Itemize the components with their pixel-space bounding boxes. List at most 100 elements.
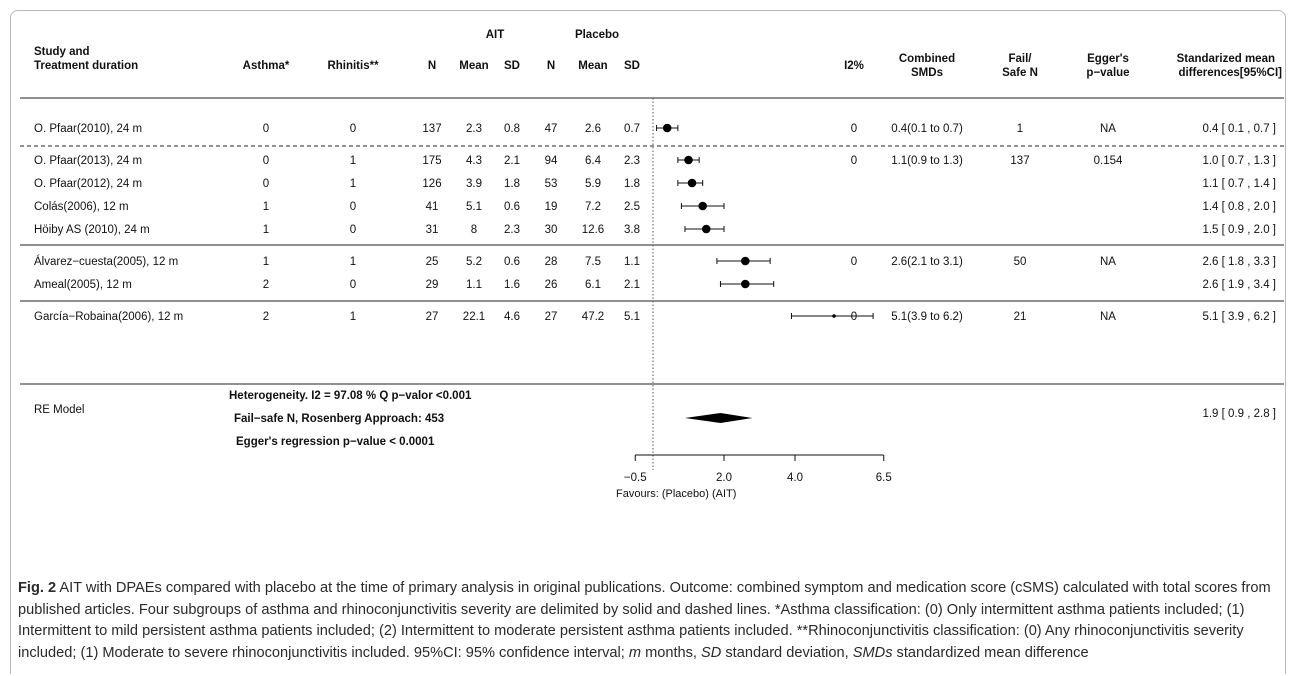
cell-i2: 0 (851, 256, 857, 268)
cell-placebo-sd: 5.1 (624, 311, 640, 323)
cell-ait-mean: 5.1 (466, 201, 482, 213)
header-egger-1: Egger's (1087, 53, 1129, 65)
cell-ait-mean: 5.2 (466, 256, 482, 268)
point-estimate (832, 314, 836, 318)
cell-placebo-n: 94 (545, 155, 558, 167)
cell-ait-n: 175 (422, 155, 441, 167)
cell-ait-n: 126 (422, 178, 441, 190)
header-placebo-mean: Mean (578, 60, 607, 72)
header-study-1: Study and (34, 46, 90, 58)
header-failsafe-2: Safe N (1002, 67, 1038, 79)
cell-combined: 1.1(0.9 to 1.3) (891, 155, 963, 167)
cell-placebo-mean: 7.5 (585, 256, 601, 268)
cell-placebo-mean: 7.2 (585, 201, 601, 213)
header-asthma: Asthma* (243, 60, 290, 72)
cell-placebo-mean: 5.9 (585, 178, 601, 190)
cell-asthma: 0 (263, 178, 269, 190)
cell-placebo-n: 27 (545, 311, 558, 323)
header-ait-sd: SD (504, 60, 520, 72)
cell-failsafe: 21 (1014, 311, 1027, 323)
cell-placebo-n: 19 (545, 201, 558, 213)
cell-study: García−Robaina(2006), 12 m (34, 311, 183, 323)
cell-ait-mean: 3.9 (466, 178, 482, 190)
point-estimate (684, 155, 693, 165)
point-estimate (741, 279, 750, 289)
cell-rhinitis: 1 (350, 155, 356, 167)
study-estimate (790, 313, 874, 319)
cell-study: O. Pfaar(2012), 24 m (34, 178, 142, 190)
x-tick-label: 4.0 (787, 472, 803, 484)
caption-text-1: AIT with DPAEs compared with placebo at … (18, 580, 1271, 661)
cell-ci: 0.4 [ 0.1 , 0.7 ] (1202, 123, 1276, 135)
header-rhinitis: Rhinitis** (327, 60, 379, 72)
cell-ait-mean: 8 (471, 224, 477, 236)
cell-ait-n: 41 (426, 201, 439, 213)
heterogeneity-text: Heterogeneity. I2 = 97.08 % Q p−valor <0… (229, 390, 472, 402)
table-row: Höiby AS (2010), 24 m 1 0 31 8 2.3 30 12.6 3.8 1.… (34, 224, 1276, 236)
table-row: O. Pfaar(2010), 24 m 0 0 137 2.3 0.8 47 2.6 0.7 0… (34, 123, 1276, 135)
cell-combined: 5.1(3.9 to 6.2) (891, 311, 963, 323)
header-placebo-group: Placebo (575, 29, 619, 41)
cell-ait-n: 31 (426, 224, 439, 236)
cell-ci: 1.1 [ 0.7 , 1.4 ] (1202, 178, 1276, 190)
cell-rhinitis: 0 (350, 224, 356, 236)
table-row: García−Robaina(2006), 12 m 2 1 27 22.1 4.6 27 4… (34, 311, 1276, 323)
re-model-label: RE Model (34, 404, 85, 416)
cell-ait-mean: 2.3 (466, 123, 482, 135)
cell-ait-sd: 1.6 (504, 279, 520, 291)
cell-egger: NA (1100, 123, 1116, 135)
header-ait-n: N (428, 60, 436, 72)
point-estimate (687, 178, 697, 188)
cell-placebo-sd: 3.8 (624, 224, 640, 236)
cell-placebo-sd: 1.1 (624, 256, 640, 268)
study-estimate (716, 256, 771, 266)
forest-marks (656, 123, 874, 423)
cell-placebo-sd: 2.1 (624, 279, 640, 291)
figure-caption: Fig. 2 AIT with DPAEs compared with plac… (18, 578, 1280, 664)
cell-failsafe: 1 (1017, 123, 1023, 135)
cell-ci: 1.5 [ 0.9 , 2.0 ] (1202, 224, 1276, 236)
cell-asthma: 2 (263, 279, 269, 291)
cell-asthma: 1 (263, 224, 269, 236)
failsafe-text: Fail−safe N, Rosenberg Approach: 453 (234, 413, 444, 425)
cell-ait-n: 29 (426, 279, 439, 291)
cell-egger: NA (1100, 256, 1116, 268)
cell-placebo-sd: 2.3 (624, 155, 640, 167)
cell-ait-n: 27 (426, 311, 439, 323)
cell-failsafe: 50 (1014, 256, 1027, 268)
cell-ait-sd: 0.8 (504, 123, 520, 135)
cell-placebo-n: 28 (545, 256, 558, 268)
table-row: Colás(2006), 12 m 1 0 41 5.1 0.6 19 7.2 2.5 1.4 [… (34, 201, 1276, 213)
pooled-diamond (684, 413, 753, 423)
x-tick-label: 2.0 (716, 472, 732, 484)
cell-rhinitis: 0 (350, 123, 356, 135)
header-smd-2: differences[95%CI] (1178, 67, 1282, 79)
header-study-2: Treatment duration (34, 60, 138, 72)
figure-frame (10, 10, 1286, 674)
cell-study: O. Pfaar(2013), 24 m (34, 155, 142, 167)
cell-rhinitis: 1 (350, 256, 356, 268)
study-estimate (684, 224, 725, 234)
cell-placebo-sd: 0.7 (624, 123, 640, 135)
cell-ait-sd: 1.8 (504, 178, 520, 190)
header-placebo-n: N (547, 60, 555, 72)
cell-rhinitis: 1 (350, 178, 356, 190)
header-ait-mean: Mean (459, 60, 488, 72)
cell-ait-n: 137 (422, 123, 441, 135)
caption-text-4: standardized mean difference (892, 644, 1089, 661)
cell-study: Colás(2006), 12 m (34, 201, 129, 213)
header-smd-1: Standarized mean (1177, 53, 1275, 65)
cell-ci: 5.1 [ 3.9 , 6.2 ] (1202, 311, 1276, 323)
cell-study: Ameal(2005), 12 m (34, 279, 132, 291)
cell-placebo-sd: 1.8 (624, 178, 640, 190)
header-combined-2: SMDs (911, 67, 943, 79)
cell-study: O. Pfaar(2010), 24 m (34, 123, 142, 135)
favours-label: Favours: (Placebo) (AIT) (616, 488, 736, 500)
x-tick-label: 6.5 (876, 472, 892, 484)
cell-placebo-mean: 47.2 (582, 311, 604, 323)
caption-sd-abbr: SD (701, 644, 722, 661)
study-rows: O. Pfaar(2010), 24 m 0 0 137 2.3 0.8 47 2.6 0.7 0… (34, 123, 1276, 323)
point-estimate (701, 224, 711, 234)
cell-combined: 2.6(2.1 to 3.1) (891, 256, 963, 268)
cell-ait-sd: 2.3 (504, 224, 520, 236)
